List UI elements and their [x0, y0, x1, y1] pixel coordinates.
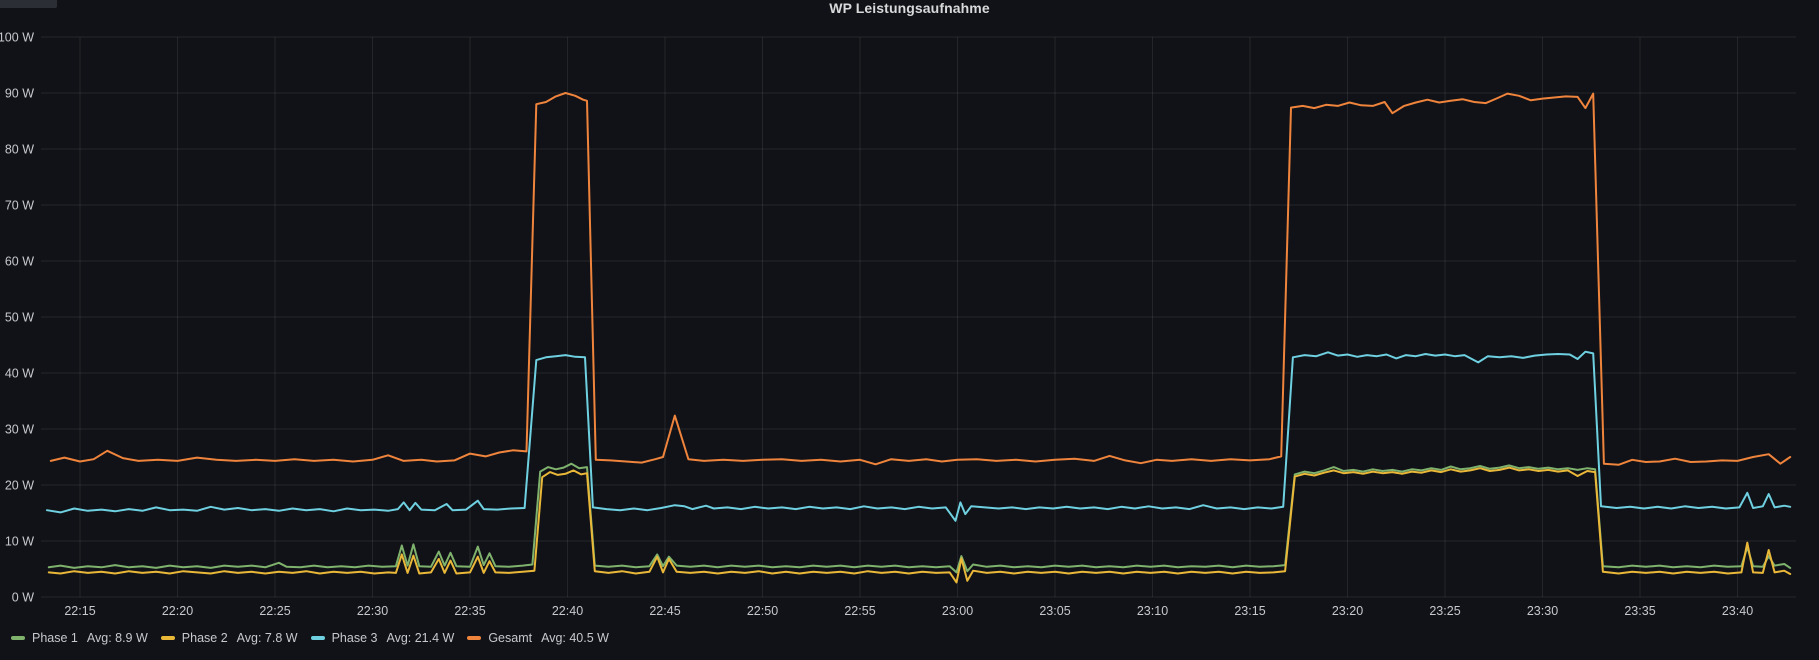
- x-axis-tick-label: 22:55: [844, 604, 875, 618]
- legend-avg-phase-2: Avg: 7.8 W: [236, 631, 298, 645]
- y-axis-tick-label: 80 W: [5, 143, 34, 157]
- x-axis-tick-label: 22:15: [64, 604, 95, 618]
- panel-title[interactable]: WP Leistungsaufnahme: [829, 0, 990, 16]
- x-axis-tick-label: 23:15: [1234, 604, 1265, 618]
- y-axis-tick-label: 10 W: [5, 535, 34, 549]
- x-axis-tick-label: 23:10: [1137, 604, 1168, 618]
- y-axis-tick-label: 20 W: [5, 479, 34, 493]
- legend-swatch-phase-2: [160, 636, 175, 640]
- legend-label-phase-1: Phase 1: [32, 631, 78, 645]
- legend-item-phase-2[interactable]: Phase 2 Avg: 7.8 W: [160, 631, 298, 645]
- series-line-phase-3: [45, 350, 1792, 522]
- y-axis-tick-label: 60 W: [5, 255, 34, 269]
- y-axis-tick-label: 100 W: [0, 31, 34, 45]
- legend-swatch-phase-1: [11, 636, 25, 640]
- y-axis-tick-label: 70 W: [5, 199, 34, 213]
- x-axis-tick-label: 23:35: [1624, 604, 1655, 618]
- x-axis-tick-label: 22:20: [162, 604, 193, 618]
- x-axis-tick-label: 23:00: [942, 604, 973, 618]
- y-axis-tick-label: 50 W: [5, 311, 34, 325]
- series-line-phase-1: [47, 462, 1792, 574]
- x-axis-tick-label: 23:05: [1039, 604, 1070, 618]
- y-axis-tick-label: 40 W: [5, 367, 34, 381]
- x-axis-tick-label: 22:35: [454, 604, 485, 618]
- legend-item-gesamt[interactable]: Gesamt Avg: 40.5 W: [467, 631, 609, 645]
- scroll-thumb-fragment: [0, 0, 57, 8]
- series-line-gesamt: [49, 92, 1792, 466]
- y-axis-tick-label: 30 W: [5, 423, 34, 437]
- legend-avg-phase-3: Avg: 21.4 W: [386, 631, 455, 645]
- legend-label-phase-3: Phase 3: [331, 631, 378, 645]
- x-axis-tick-label: 23:40: [1722, 604, 1753, 618]
- legend-swatch-gesamt: [467, 636, 482, 640]
- legend: Phase 1 Avg: 8.9 W Phase 2 Avg: 7.8 W Ph…: [11, 628, 609, 648]
- series-line-phase-2: [47, 466, 1792, 584]
- legend-avg-phase-1: Avg: 8.9 W: [86, 631, 148, 645]
- legend-item-phase-1[interactable]: Phase 1 Avg: 8.9 W: [11, 631, 148, 645]
- x-axis-tick-label: 22:25: [259, 604, 290, 618]
- y-axis-tick-label: 0 W: [12, 591, 34, 605]
- x-axis-tick-label: 23:30: [1527, 604, 1558, 618]
- legend-swatch-phase-3: [310, 636, 325, 640]
- x-axis-tick-label: 23:25: [1429, 604, 1460, 618]
- legend-label-gesamt: Gesamt: [488, 631, 533, 645]
- legend-item-phase-3[interactable]: Phase 3 Avg: 21.4 W: [310, 631, 455, 645]
- x-axis-tick-label: 22:45: [649, 604, 680, 618]
- legend-avg-gesamt: Avg: 40.5 W: [541, 631, 609, 645]
- y-axis-tick-label: 90 W: [5, 87, 34, 101]
- x-axis-tick-label: 22:40: [552, 604, 583, 618]
- x-axis-tick-label: 23:20: [1332, 604, 1363, 618]
- x-axis-tick-label: 22:50: [747, 604, 778, 618]
- legend-label-phase-2: Phase 2: [181, 631, 228, 645]
- x-axis-tick-label: 22:30: [357, 604, 388, 618]
